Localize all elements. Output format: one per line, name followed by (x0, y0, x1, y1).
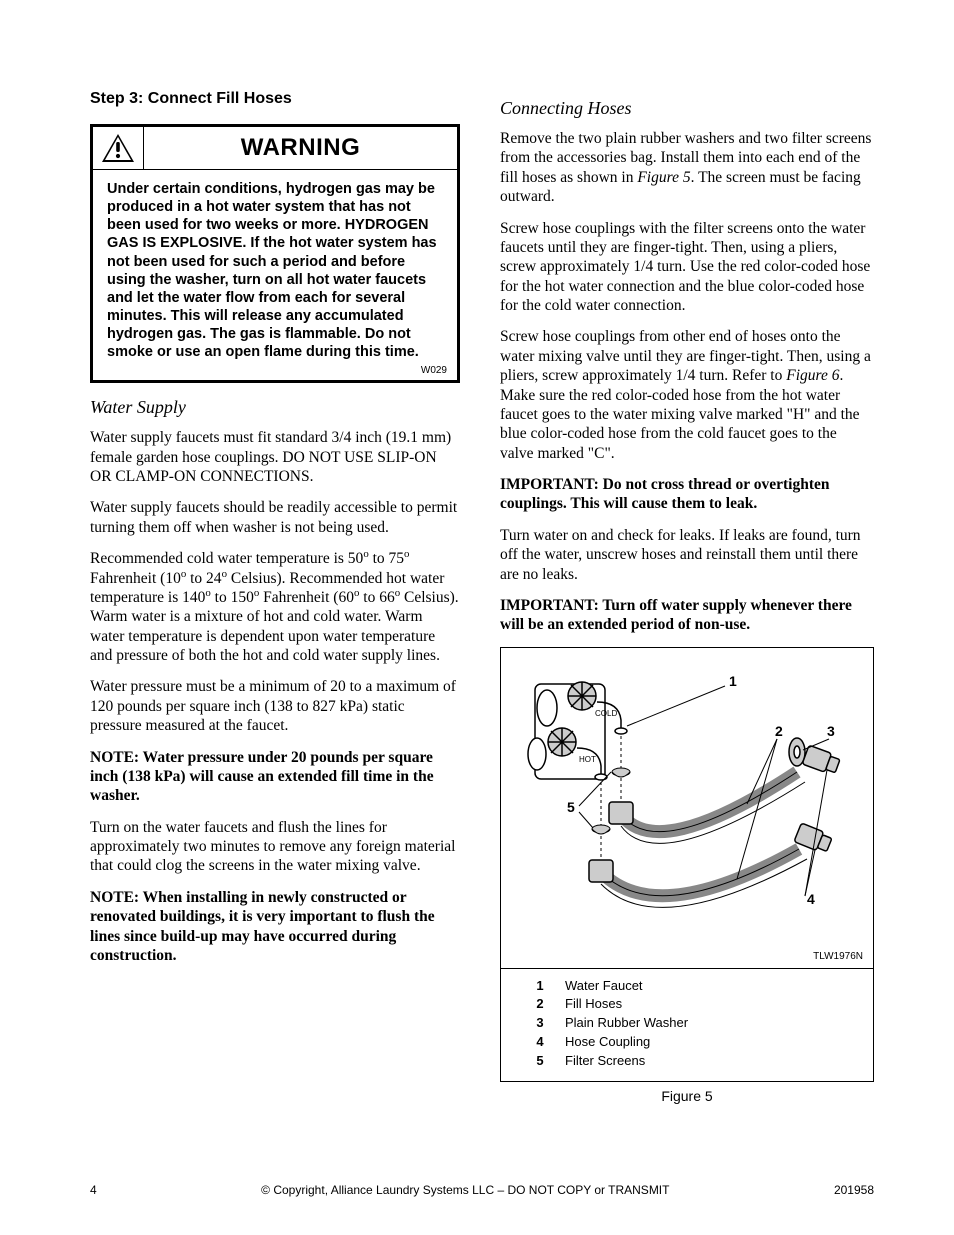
ws-p5: Turn on the water faucets and flush the … (90, 818, 460, 876)
copyright-text: © Copyright, Alliance Laundry Systems LL… (261, 1183, 669, 1197)
right-column: Connecting Hoses Remove the two plain ru… (500, 90, 874, 1104)
water-supply-subhead: Water Supply (90, 397, 460, 418)
warning-body: Under certain conditions, hydrogen gas m… (93, 170, 457, 365)
figure-5-box: COLD HOT (500, 647, 874, 1082)
figure-5-illustration: COLD HOT (507, 654, 867, 944)
warning-title: WARNING (144, 127, 457, 169)
ch-p3: Screw hose couplings from other end of h… (500, 327, 874, 463)
warning-code: W029 (93, 365, 457, 380)
page-footer: 4 © Copyright, Alliance Laundry Systems … (90, 1183, 874, 1197)
cold-label: COLD (595, 709, 617, 718)
figure-caption: Figure 5 (500, 1088, 874, 1104)
ws-p2: Water supply faucets should be readily a… (90, 498, 460, 537)
hot-label: HOT (579, 755, 596, 764)
figure-code: TLW1976N (507, 949, 867, 962)
ws-note2: NOTE: When installing in newly construct… (90, 888, 460, 966)
step-title: Step 3: Connect Fill Hoses (90, 90, 460, 108)
ch-p1: Remove the two plain rubber washers and … (500, 129, 874, 207)
callout-3: 3 (827, 723, 835, 739)
ch-p4: Turn water on and check for leaks. If le… (500, 526, 874, 584)
figure-legend: 1Water Faucet 2Fill Hoses 3Plain Rubber … (501, 969, 873, 1081)
ws-note1: NOTE: Water pressure under 20 pounds per… (90, 748, 460, 806)
doc-number: 201958 (834, 1183, 874, 1197)
ch-p2: Screw hose couplings with the filter scr… (500, 219, 874, 316)
left-column: Step 3: Connect Fill Hoses WARNING Under… (90, 90, 460, 1104)
page-number: 4 (90, 1183, 97, 1197)
callout-4: 4 (807, 891, 815, 907)
callout-5: 5 (567, 799, 575, 815)
ws-p3: Recommended cold water temperature is 50… (90, 549, 460, 665)
ws-p1: Water supply faucets must fit standard 3… (90, 428, 460, 486)
callout-1: 1 (729, 673, 737, 689)
ch-imp2: IMPORTANT: Turn off water supply wheneve… (500, 596, 874, 635)
callout-2: 2 (775, 723, 783, 739)
ws-p4: Water pressure must be a minimum of 20 t… (90, 677, 460, 735)
warning-box: WARNING Under certain conditions, hydrog… (90, 124, 460, 383)
connecting-hoses-subhead: Connecting Hoses (500, 98, 874, 119)
ch-imp1: IMPORTANT: Do not cross thread or overti… (500, 475, 874, 514)
warning-icon (93, 127, 144, 169)
